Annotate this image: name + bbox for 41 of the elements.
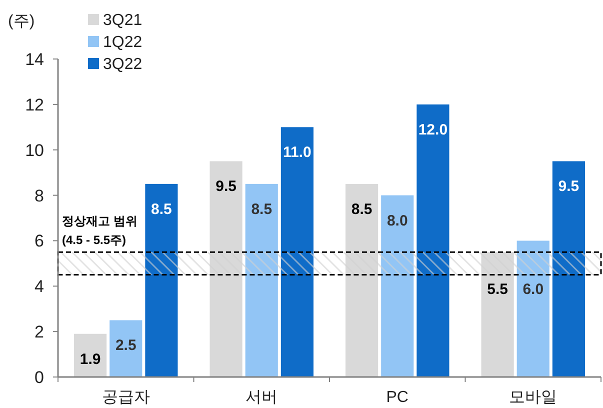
bar [346, 184, 378, 377]
x-tick-label: 서버 [246, 389, 278, 406]
y-tick-label: 0 [34, 368, 44, 387]
data-label: 9.5 [558, 178, 580, 196]
band-label: 정상재고 범위 (4.5 - 5.5주) [62, 214, 138, 248]
bar [516, 240, 550, 377]
data-label: 11.0 [283, 144, 312, 162]
data-label: 2.5 [115, 337, 136, 354]
legend-label: 3Q22 [103, 56, 142, 73]
data-label: 12.0 [418, 121, 448, 138]
bar [280, 127, 314, 377]
y-tick-label: 12 [25, 95, 44, 114]
bar [381, 195, 414, 377]
y-tick-label: 6 [34, 232, 44, 251]
bar [481, 252, 514, 377]
x-tick-label: 공급자 [102, 389, 150, 406]
data-label: 8.5 [351, 200, 372, 218]
bar [145, 184, 178, 377]
y-axis-title: (주) [8, 13, 35, 30]
bar [110, 320, 142, 377]
bar [74, 334, 107, 377]
y-tick-label: 8 [34, 186, 44, 206]
data-label: 8.5 [251, 200, 272, 218]
bar [552, 161, 585, 377]
bar [245, 184, 278, 377]
y-tick-label: 14 [25, 50, 44, 69]
data-label: 6.0 [522, 280, 544, 298]
data-label: 5.5 [487, 280, 508, 298]
legend-label: 3Q21 [103, 12, 142, 29]
data-label: 1.9 [80, 350, 101, 368]
bar [210, 161, 242, 377]
legend-label: 1Q22 [103, 34, 142, 51]
x-tick-label: 모바일 [509, 389, 558, 406]
data-label: 8.0 [386, 212, 408, 230]
y-tick-label: 4 [34, 277, 44, 296]
data-label: 8.5 [151, 200, 172, 218]
x-tick-label: PC [386, 389, 408, 406]
bar [416, 104, 450, 377]
y-tick-label: 10 [25, 140, 44, 160]
y-tick-label: 2 [34, 322, 44, 342]
data-label: 9.5 [216, 178, 236, 196]
